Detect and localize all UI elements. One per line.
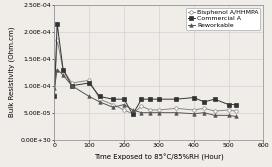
Commercial A [213, 98, 216, 100]
Line: Bisphenol A/HHMPA: Bisphenol A/HHMPA [53, 38, 237, 115]
Commercial A [175, 98, 178, 100]
Reworkable [192, 113, 195, 115]
Bisphenol A/HHMPA [213, 110, 216, 112]
Reworkable [55, 68, 59, 70]
Bisphenol A/HHMPA [55, 39, 59, 41]
Bisphenol A/HHMPA [140, 105, 143, 107]
Reworkable [53, 87, 56, 89]
Reworkable [98, 101, 101, 103]
Reworkable [88, 96, 91, 98]
Line: Commercial A: Commercial A [53, 22, 237, 116]
Reworkable [70, 85, 73, 87]
Bisphenol A/HHMPA [149, 109, 152, 111]
Commercial A [70, 85, 73, 87]
Reworkable [213, 114, 216, 116]
Commercial A [227, 104, 230, 106]
Reworkable [149, 112, 152, 114]
Commercial A [131, 113, 134, 115]
Bisphenol A/HHMPA [53, 93, 56, 95]
Commercial A [157, 98, 160, 100]
Reworkable [140, 112, 143, 114]
Bisphenol A/HHMPA [61, 68, 65, 70]
Bisphenol A/HHMPA [88, 79, 91, 81]
Commercial A [61, 68, 65, 70]
Reworkable [234, 115, 237, 117]
Bisphenol A/HHMPA [70, 82, 73, 84]
Bisphenol A/HHMPA [234, 110, 237, 112]
Y-axis label: Bulk Resistivity (Ohm.cm): Bulk Resistivity (Ohm.cm) [8, 27, 15, 117]
Bisphenol A/HHMPA [157, 109, 160, 111]
Commercial A [111, 98, 115, 100]
Commercial A [122, 98, 126, 100]
Reworkable [61, 74, 65, 76]
Reworkable [111, 106, 115, 108]
Reworkable [122, 104, 126, 106]
Bisphenol A/HHMPA [122, 109, 126, 111]
X-axis label: Time Exposed to 85°C/85%RH (Hour): Time Exposed to 85°C/85%RH (Hour) [94, 154, 224, 161]
Bisphenol A/HHMPA [175, 107, 178, 109]
Bisphenol A/HHMPA [98, 98, 101, 100]
Legend: Bisphenol A/HHMPA, Commercial A, Reworkable: Bisphenol A/HHMPA, Commercial A, Reworka… [186, 8, 260, 30]
Commercial A [55, 23, 59, 25]
Commercial A [140, 98, 143, 100]
Commercial A [192, 97, 195, 99]
Reworkable [131, 109, 134, 111]
Commercial A [88, 82, 91, 84]
Bisphenol A/HHMPA [131, 113, 134, 115]
Commercial A [203, 101, 206, 103]
Bisphenol A/HHMPA [111, 104, 115, 106]
Reworkable [157, 112, 160, 114]
Commercial A [98, 96, 101, 98]
Reworkable [175, 112, 178, 114]
Bisphenol A/HHMPA [227, 109, 230, 111]
Bisphenol A/HHMPA [192, 109, 195, 111]
Line: Reworkable: Reworkable [53, 68, 237, 118]
Reworkable [203, 112, 206, 114]
Commercial A [149, 98, 152, 100]
Commercial A [53, 96, 56, 98]
Reworkable [227, 114, 230, 116]
Commercial A [234, 104, 237, 106]
Bisphenol A/HHMPA [203, 107, 206, 109]
